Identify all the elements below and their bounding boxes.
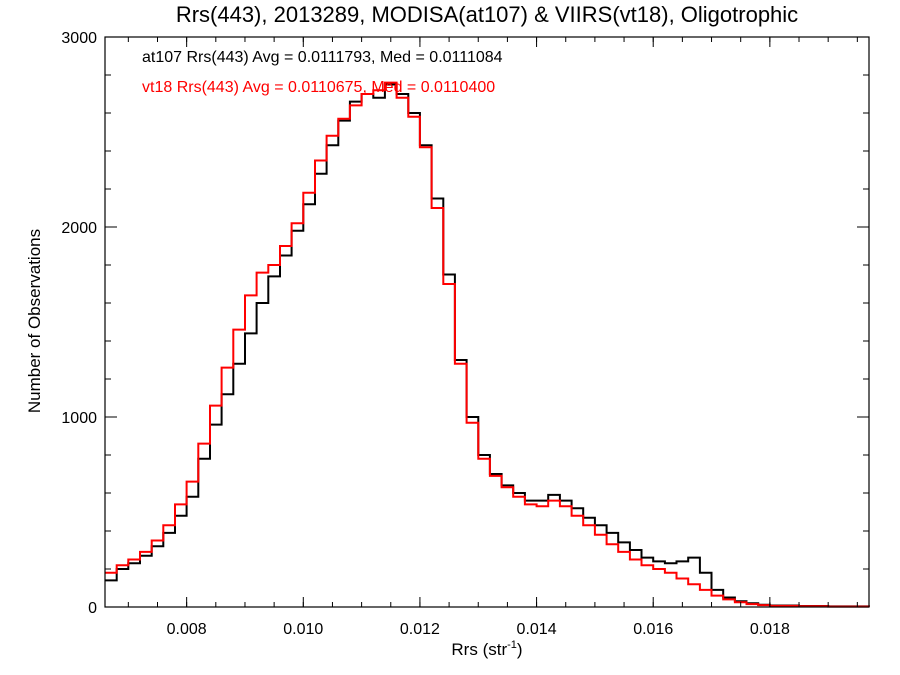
y-tick-label: 0 bbox=[88, 600, 97, 617]
ticks-layer: 0.008 0.010 0.012 0.014 0.016 0.018 0 1000 2000 3… bbox=[61, 30, 869, 638]
series-vt18-line bbox=[105, 81, 870, 608]
x-tick-label: 0.016 bbox=[633, 621, 673, 638]
legend-entry-at107: at107 Rrs(443) Avg = 0.0111793, Med = 0.… bbox=[142, 49, 503, 66]
y-axis-label: Number of Observations bbox=[25, 229, 44, 413]
x-tick-label: 0.008 bbox=[167, 621, 207, 638]
x-axis-label-sup: -1 bbox=[507, 639, 517, 651]
plot-frame bbox=[104, 36, 870, 608]
x-tick-label: 0.012 bbox=[400, 621, 440, 638]
x-tick-label: 0.014 bbox=[517, 621, 557, 638]
legend: at107 Rrs(443) Avg = 0.0111793, Med = 0.… bbox=[142, 49, 503, 96]
x-tick-label: 0.018 bbox=[750, 621, 790, 638]
y-tick-label: 1000 bbox=[61, 410, 97, 427]
legend-entry-vt18: vt18 Rrs(443) Avg = 0.0110675, Med = 0.0… bbox=[142, 79, 495, 96]
chart-title: Rrs(443), 2013289, MODISA(at107) & VIIRS… bbox=[176, 2, 798, 27]
series-at107-line bbox=[105, 83, 870, 608]
x-axis-label-close: ) bbox=[517, 640, 523, 659]
x-tick-label: 0.010 bbox=[283, 621, 323, 638]
y-tick-label: 2000 bbox=[61, 220, 97, 237]
series-layer bbox=[105, 81, 870, 608]
x-axis-label-main: Rrs (str bbox=[451, 640, 507, 659]
y-tick-label: 3000 bbox=[61, 30, 97, 47]
y-axis-label-group: Number of Observations bbox=[25, 229, 44, 413]
x-axis-label: Rrs (str-1) bbox=[451, 639, 522, 659]
